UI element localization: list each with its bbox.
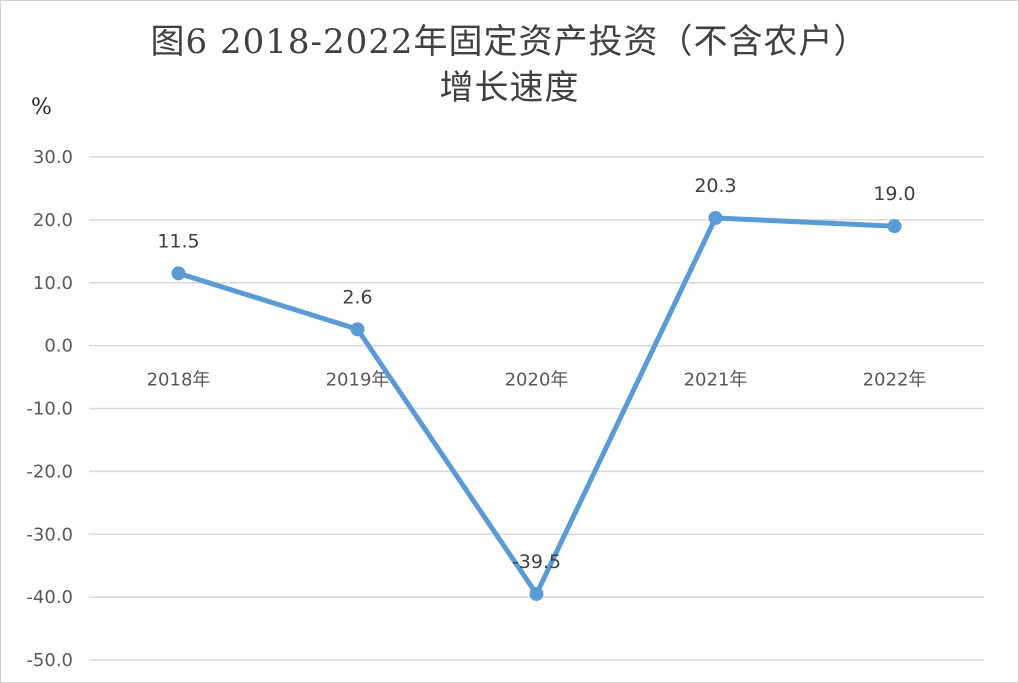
y-axis-tick-labels: 30.0 20.0 10.0 0.0 -10.0 -20.0 -30.0 -40.0 -50.0 [26,147,73,671]
y-tick-label: 20.0 [33,210,73,231]
gridlines [89,156,984,661]
data-label: 11.5 [157,230,199,252]
y-tick-label: -50.0 [26,650,73,671]
data-point [708,210,723,225]
series-growth-rate [171,210,902,601]
y-tick-label: 0.0 [44,336,73,357]
data-label: -39.5 [512,551,561,573]
data-labels: 11.5 2.6 -39.5 20.3 19.0 [157,175,915,573]
series-line [177,215,895,597]
y-axis-unit-label: % [31,95,52,120]
data-label: 19.0 [873,183,915,205]
x-category-label: 2018年 [147,370,211,391]
x-category-label: 2019年 [326,370,390,391]
x-category-label: 2022年 [863,370,927,391]
chart-title-line-1: 图6 2018-2022年固定资产投资（不含农户） [150,22,869,62]
chart-title: 图6 2018-2022年固定资产投资（不含农户） 增长速度 [1,19,1018,111]
data-label: 20.3 [694,175,736,197]
data-point [887,219,902,234]
data-label: 2.6 [342,286,372,308]
y-tick-label: -10.0 [26,399,73,420]
x-category-label: 2021年 [684,370,748,391]
y-tick-label: -40.0 [26,587,73,608]
x-category-label: 2020年 [505,370,569,391]
y-tick-label: -30.0 [26,524,73,545]
y-tick-label: -20.0 [26,461,73,482]
x-axis-category-labels: 2018年 2019年 2020年 2021年 2022年 [147,370,927,391]
data-point [171,266,186,281]
y-tick-label: 30.0 [33,147,73,168]
y-tick-label: 10.0 [33,273,73,294]
data-point [529,586,544,601]
chart-title-line-2: 增长速度 [439,68,580,108]
data-point [350,322,365,337]
